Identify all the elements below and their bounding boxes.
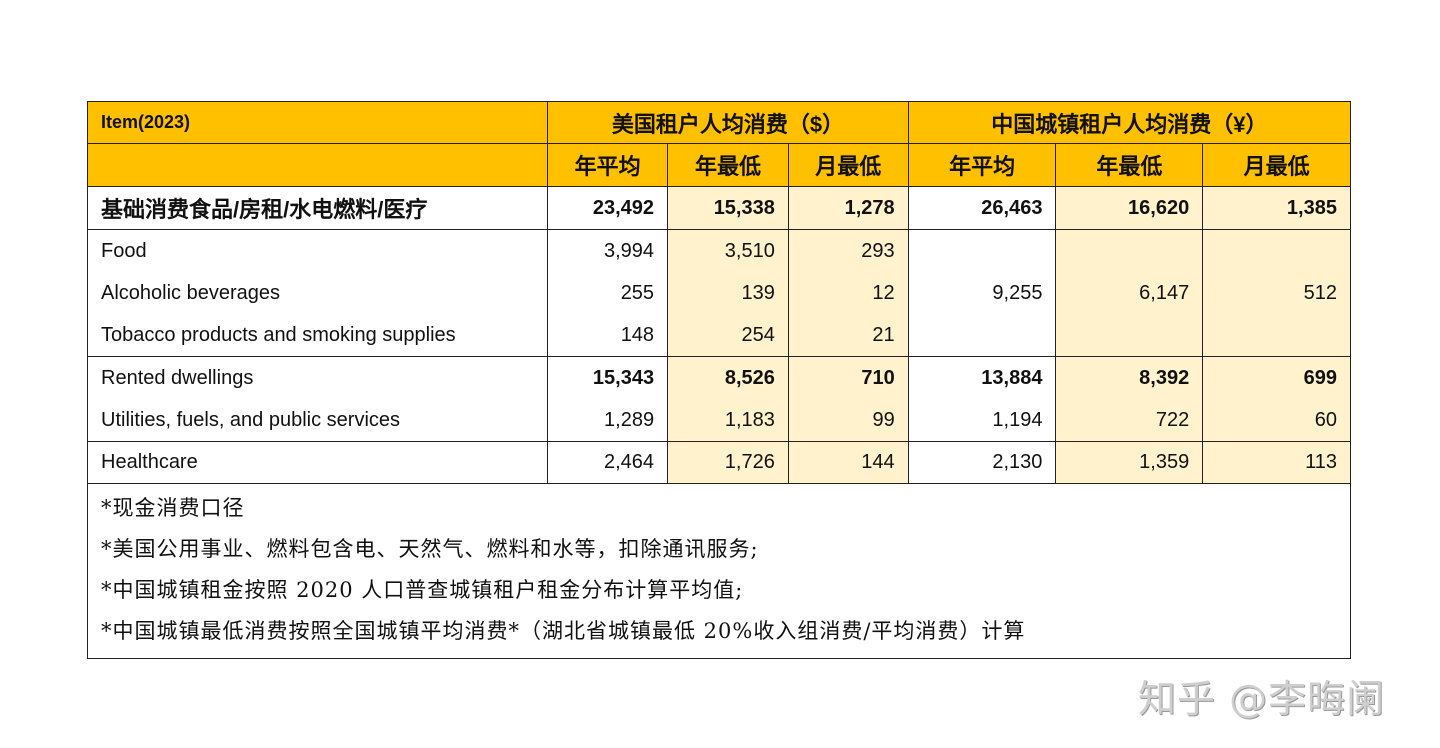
footnote: *美国公用事业、燃料包含电、天然气、燃料和水等，扣除通讯服务; <box>101 537 759 561</box>
us-annual-min-column: 8,526 1,183 <box>668 357 789 441</box>
cn-merged-value: 9,255 <box>909 230 1057 356</box>
cn-merged-value: 6,147 <box>1056 230 1204 356</box>
header-row-groups: Item(2023) 美国租户人均消费（$） 中国城镇租户人均消费（¥） <box>88 102 1350 144</box>
row-label: Tobacco products and smoking supplies <box>101 323 456 346</box>
zhihu-watermark: 知乎 @李晦阑 <box>1138 677 1386 721</box>
value-cell: 139 <box>741 281 775 304</box>
value-cell: 3,994 <box>604 239 655 262</box>
value-cell: 8,526 <box>724 366 775 389</box>
cn-avg-column: 13,884 1,194 <box>909 357 1057 441</box>
value-cell: 8,392 <box>1139 366 1190 389</box>
value-cell: 1,183 <box>724 408 775 431</box>
value-cell: 144 <box>788 442 909 483</box>
cn-group-header: 中国城镇租户人均消费（¥） <box>991 111 1268 137</box>
housing-group: Rented dwellings Utilities, fuels, and p… <box>88 357 1350 442</box>
cn-annual-min-column: 8,392 722 <box>1056 357 1204 441</box>
value-cell: 2,464 <box>548 442 669 483</box>
row-label: 基础消费食品/房租/水电燃料/医疗 <box>88 187 549 229</box>
value-cell: 113 <box>1203 442 1350 483</box>
value-cell: 1,359 <box>1056 442 1204 483</box>
cn-merged-value: 512 <box>1203 230 1351 356</box>
cn-monthly-min-column: 699 60 <box>1203 357 1350 441</box>
value-cell: 148 <box>620 323 655 346</box>
value-cell: 1,289 <box>604 408 655 431</box>
food-group: Food Alcoholic beverages Tobacco product… <box>88 230 1351 357</box>
value-cell: 3,510 <box>724 239 775 262</box>
value-cell: 16,620 <box>1056 187 1204 229</box>
row-label: Rented dwellings <box>101 366 254 389</box>
subcol-header: 年最低 <box>1056 144 1204 186</box>
consumption-table: Item(2023) 美国租户人均消费（$） 中国城镇租户人均消费（¥） 年平均… <box>87 101 1351 659</box>
value-cell: 1,278 <box>788 187 909 229</box>
us-monthly-min-column: 710 99 <box>788 357 909 441</box>
healthcare-row: Healthcare 2,464 1,726 144 2,130 1,359 1… <box>88 442 1350 484</box>
value-cell: 21 <box>872 323 895 346</box>
value-cell: 1,726 <box>668 442 789 483</box>
value-cell: 13,884 <box>981 366 1043 389</box>
subcol-header: 年最低 <box>668 144 789 186</box>
subcol-header: 月最低 <box>1243 154 1310 179</box>
value-cell: 12 <box>872 281 895 304</box>
value-cell: 15,338 <box>668 187 789 229</box>
row-label: Healthcare <box>88 442 549 483</box>
value-cell: 699 <box>1303 366 1337 389</box>
row-label: Utilities, fuels, and public services <box>101 408 401 431</box>
value-cell: 15,343 <box>592 366 655 389</box>
us-group-header: 美国租户人均消费（$） <box>548 102 909 143</box>
us-avg-column: 15,343 1,289 <box>548 357 669 441</box>
row-label: Alcoholic beverages <box>101 281 280 304</box>
value-cell: 710 <box>861 366 895 389</box>
value-cell: 254 <box>741 323 775 346</box>
subcol-header: 年平均 <box>909 144 1057 186</box>
us-monthly-min-column: 293 12 21 <box>788 230 909 356</box>
subcol-header: 月最低 <box>789 144 909 186</box>
subcol-header: 年平均 <box>548 144 669 186</box>
footnote: *现金消费口径 <box>101 496 245 520</box>
value-cell: 1,385 <box>1203 187 1350 229</box>
footnotes: *现金消费口径 *美国公用事业、燃料包含电、天然气、燃料和水等，扣除通讯服务; … <box>88 484 1350 658</box>
value-cell: 255 <box>620 281 655 304</box>
value-cell: 26,463 <box>909 187 1057 229</box>
value-cell: 722 <box>1155 408 1190 431</box>
value-cell: 60 <box>1314 408 1337 431</box>
value-cell: 23,492 <box>548 187 669 229</box>
value-cell: 99 <box>872 408 895 431</box>
value-cell: 293 <box>861 239 895 262</box>
label-column: Food Alcoholic beverages Tobacco product… <box>88 230 549 356</box>
item-header-blank <box>88 144 549 186</box>
us-avg-column: 3,994 255 148 <box>548 230 669 356</box>
header-row-subcols: 年平均 年最低 月最低 年平均 年最低 月最低 <box>88 144 1350 187</box>
summary-row: 基础消费食品/房租/水电燃料/医疗 23,492 15,338 1,278 26… <box>88 187 1350 230</box>
item-header: Item(2023) <box>88 102 549 143</box>
us-annual-min-column: 3,510 139 254 <box>668 230 789 356</box>
value-cell: 2,130 <box>909 442 1057 483</box>
footnote: *中国城镇租金按照 2020 人口普查城镇租户租金分布计算平均值; <box>101 578 744 602</box>
row-label: Food <box>101 239 147 262</box>
label-column: Rented dwellings Utilities, fuels, and p… <box>88 357 549 441</box>
footnote: *中国城镇最低消费按照全国城镇平均消费*（湖北省城镇最低 20%收入组消费/平均… <box>101 619 1026 643</box>
value-cell: 1,194 <box>992 408 1043 431</box>
